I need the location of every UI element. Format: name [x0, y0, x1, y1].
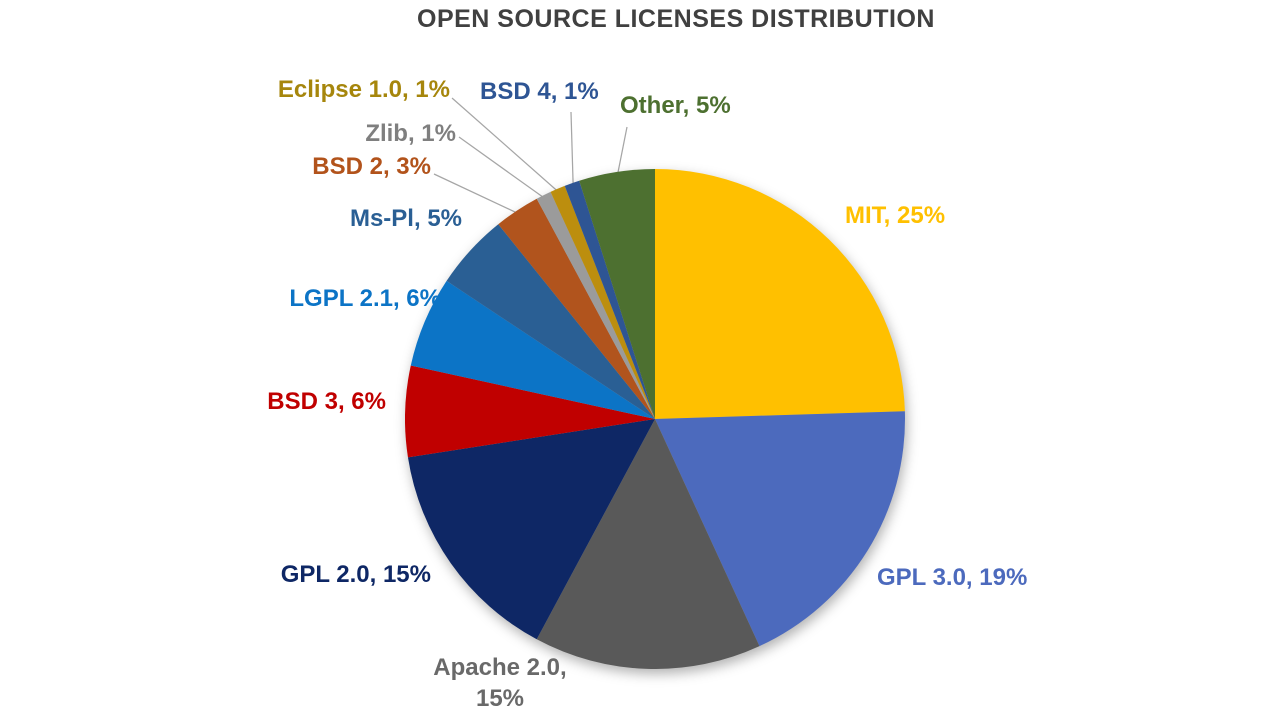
pie-slice-apache-2-0: [536, 419, 760, 669]
slice-label-mit: MIT, 25%: [845, 202, 946, 229]
slice-label-other: Other, 5%: [620, 92, 731, 119]
pie-slice-gpl-2-0: [407, 419, 655, 640]
slice-label-lgpl-2-1: LGPL 2.1, 6%: [289, 285, 441, 312]
slice-label-bsd-3: BSD 3, 6%: [267, 388, 386, 415]
pie-slices: [405, 169, 905, 669]
pie-slice-lgpl-2-1: [410, 280, 655, 419]
pie-slice-zlib: [536, 191, 655, 419]
slice-label-gpl-2-0: GPL 2.0, 15%: [280, 561, 431, 588]
leader-line-eclipse-1-0: [451, 97, 560, 193]
slice-label-zlib: Zlib, 1%: [365, 120, 456, 147]
slice-label-eclipse-1-0: Eclipse 1.0, 1%: [277, 76, 450, 103]
pie-slice-other: [579, 169, 655, 419]
pie-slice-bsd-2: [498, 198, 655, 419]
pie-slice-mit: [655, 169, 905, 419]
leader-line-bsd-2: [433, 173, 520, 215]
slice-label-bsd-4: BSD 4, 1%: [480, 78, 599, 105]
slice-label-ms-pl: Ms-Pl, 5%: [349, 205, 462, 232]
slice-label-apache-2-0: Apache 2.0, 15%: [433, 654, 567, 713]
pie-slice-gpl-3-0: [655, 411, 905, 647]
pie-slice-eclipse-1-0: [550, 185, 655, 419]
leader-line-zlib: [458, 136, 546, 200]
pie-slice-ms-pl: [446, 224, 655, 419]
chart-title: OPEN SOURCE LICENSES DISTRIBUTION: [417, 5, 935, 33]
pie-slice-bsd-3: [405, 365, 655, 458]
leader-lines: [433, 97, 628, 215]
leader-line-other: [616, 126, 628, 177]
leader-line-bsd-4: [570, 111, 574, 188]
pie-slice-bsd-4: [564, 180, 655, 419]
slice-label-gpl-3-0: GPL 3.0, 19%: [877, 564, 1028, 591]
slice-label-bsd-2: BSD 2, 3%: [312, 153, 431, 180]
